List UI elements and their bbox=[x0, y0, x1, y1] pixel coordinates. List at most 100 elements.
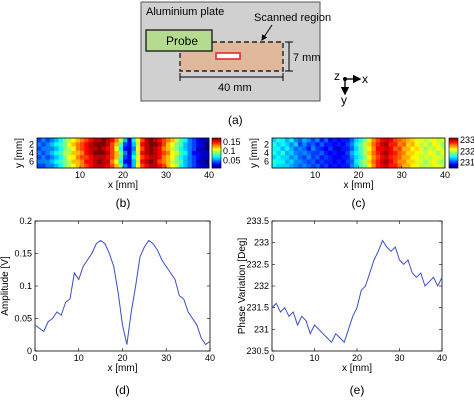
heatmap-cell bbox=[200, 159, 205, 164]
heatmap-cell bbox=[93, 147, 98, 152]
heatmap-cell bbox=[354, 147, 359, 152]
heatmap-cell bbox=[333, 147, 338, 152]
heatmap-cell bbox=[337, 147, 342, 152]
heatmap-cell bbox=[196, 151, 201, 156]
heatmap-cell bbox=[97, 138, 102, 143]
heatmap-cell bbox=[276, 142, 281, 147]
heatmap-cell bbox=[67, 138, 72, 143]
heatmap-cell bbox=[419, 151, 424, 156]
heatmap-cell bbox=[406, 151, 411, 156]
heatmap-cell bbox=[337, 138, 342, 143]
heatmap-cell bbox=[63, 147, 68, 152]
z-axis-label: z bbox=[334, 69, 340, 83]
heatmap-cell bbox=[37, 147, 42, 152]
heatmap-cell bbox=[324, 138, 329, 143]
heatmap-cell bbox=[54, 155, 59, 160]
heatmap-cell bbox=[367, 147, 372, 152]
heatmap-cell bbox=[384, 138, 389, 143]
line-chart-d-frame bbox=[35, 221, 210, 351]
heatmap-cell bbox=[59, 159, 64, 164]
line-chart-d-xlabel: x [mm] bbox=[108, 363, 138, 374]
heatmap-cell bbox=[93, 142, 98, 147]
heatmap-cell bbox=[132, 142, 137, 147]
heatmap-cell bbox=[153, 138, 158, 143]
heatmap-cell bbox=[188, 147, 193, 152]
heatmap-cell bbox=[285, 138, 290, 143]
heatmap-cell bbox=[192, 138, 197, 143]
heatmap-cell bbox=[114, 159, 119, 164]
heatmap-cell bbox=[93, 155, 98, 160]
heatmap-cell bbox=[170, 159, 175, 164]
heatmap-cell bbox=[320, 147, 325, 152]
heatmap-cell bbox=[84, 147, 89, 152]
heatmap-cell bbox=[106, 151, 111, 156]
heatmap-cell bbox=[41, 155, 46, 160]
heatmap-cell bbox=[123, 159, 128, 164]
heatmap-cell bbox=[436, 151, 441, 156]
heatmap-cell bbox=[123, 142, 128, 147]
heatmap-cell bbox=[46, 147, 51, 152]
heatmap-cell bbox=[140, 159, 145, 164]
heatmap-cell bbox=[145, 155, 150, 160]
heatmap-cell bbox=[84, 159, 89, 164]
heatmap-cell bbox=[302, 159, 307, 164]
heatmap-cell bbox=[127, 147, 132, 152]
heatmap-cell bbox=[341, 155, 346, 160]
scanned-region-label: Scanned region bbox=[254, 12, 331, 24]
heatmap-cell bbox=[294, 147, 299, 152]
heatmap-cell bbox=[341, 159, 346, 164]
heatmap-cell bbox=[153, 142, 158, 147]
heatmap-cell bbox=[170, 155, 175, 160]
x-tick-label: 10 bbox=[74, 353, 84, 363]
heatmap-cell bbox=[294, 155, 299, 160]
heatmap-cell bbox=[123, 138, 128, 143]
line-chart-d-ylabel: Amplitude [V] bbox=[0, 256, 11, 316]
heatmap-cell bbox=[423, 155, 428, 160]
heatmap-cell bbox=[423, 151, 428, 156]
heatmap-cell bbox=[393, 147, 398, 152]
heatmap-cell bbox=[328, 159, 333, 164]
heatmap-cell bbox=[389, 155, 394, 160]
heatmap-cell bbox=[175, 142, 180, 147]
heatmap-cell bbox=[67, 155, 72, 160]
heatmap-cell bbox=[102, 142, 107, 147]
heatmap-cell bbox=[311, 147, 316, 152]
colorbar-tick-label: 232 bbox=[460, 146, 474, 156]
heatmap-cell bbox=[393, 155, 398, 160]
heatmap-cell bbox=[132, 151, 137, 156]
heatmap-cell bbox=[294, 142, 299, 147]
heatmap-cell bbox=[59, 147, 64, 152]
heatmap-cell bbox=[71, 142, 76, 147]
heatmap-cell bbox=[415, 142, 420, 147]
y-tick-label: 232.5 bbox=[246, 259, 269, 269]
heatmap-cell bbox=[106, 155, 111, 160]
heatmap-cell bbox=[80, 138, 85, 143]
heatmap-cell bbox=[315, 147, 320, 152]
heatmap-cell bbox=[359, 142, 364, 147]
heatmap-cell bbox=[367, 138, 372, 143]
heatmap-cell bbox=[132, 138, 137, 143]
heatmap-cell bbox=[102, 151, 107, 156]
axis-triad: z x y bbox=[334, 69, 368, 107]
heatmap-cell bbox=[341, 138, 346, 143]
heatmap-cell bbox=[179, 147, 184, 152]
heatmap-cell bbox=[341, 142, 346, 147]
heatmap-cell bbox=[307, 138, 312, 143]
heatmap-cell bbox=[285, 155, 290, 160]
heatmap-cell bbox=[320, 155, 325, 160]
heatmap-cell bbox=[136, 155, 141, 160]
heatmap-cell bbox=[110, 151, 115, 156]
heatmap-cell bbox=[406, 155, 411, 160]
heatmap-cell bbox=[46, 151, 51, 156]
y-tick-label: 0.2 bbox=[19, 216, 32, 226]
heatmap-cell bbox=[410, 138, 415, 143]
width-label: 40 mm bbox=[218, 82, 252, 94]
heatmap-cell bbox=[162, 147, 167, 152]
heatmap-cell bbox=[311, 159, 316, 164]
heatmap-cell bbox=[200, 147, 205, 152]
heatmap-cell bbox=[367, 155, 372, 160]
heatmap-cell bbox=[63, 138, 68, 143]
heatmap-cell bbox=[50, 151, 55, 156]
heatmap-cell bbox=[170, 151, 175, 156]
heatmap-cell bbox=[50, 138, 55, 143]
